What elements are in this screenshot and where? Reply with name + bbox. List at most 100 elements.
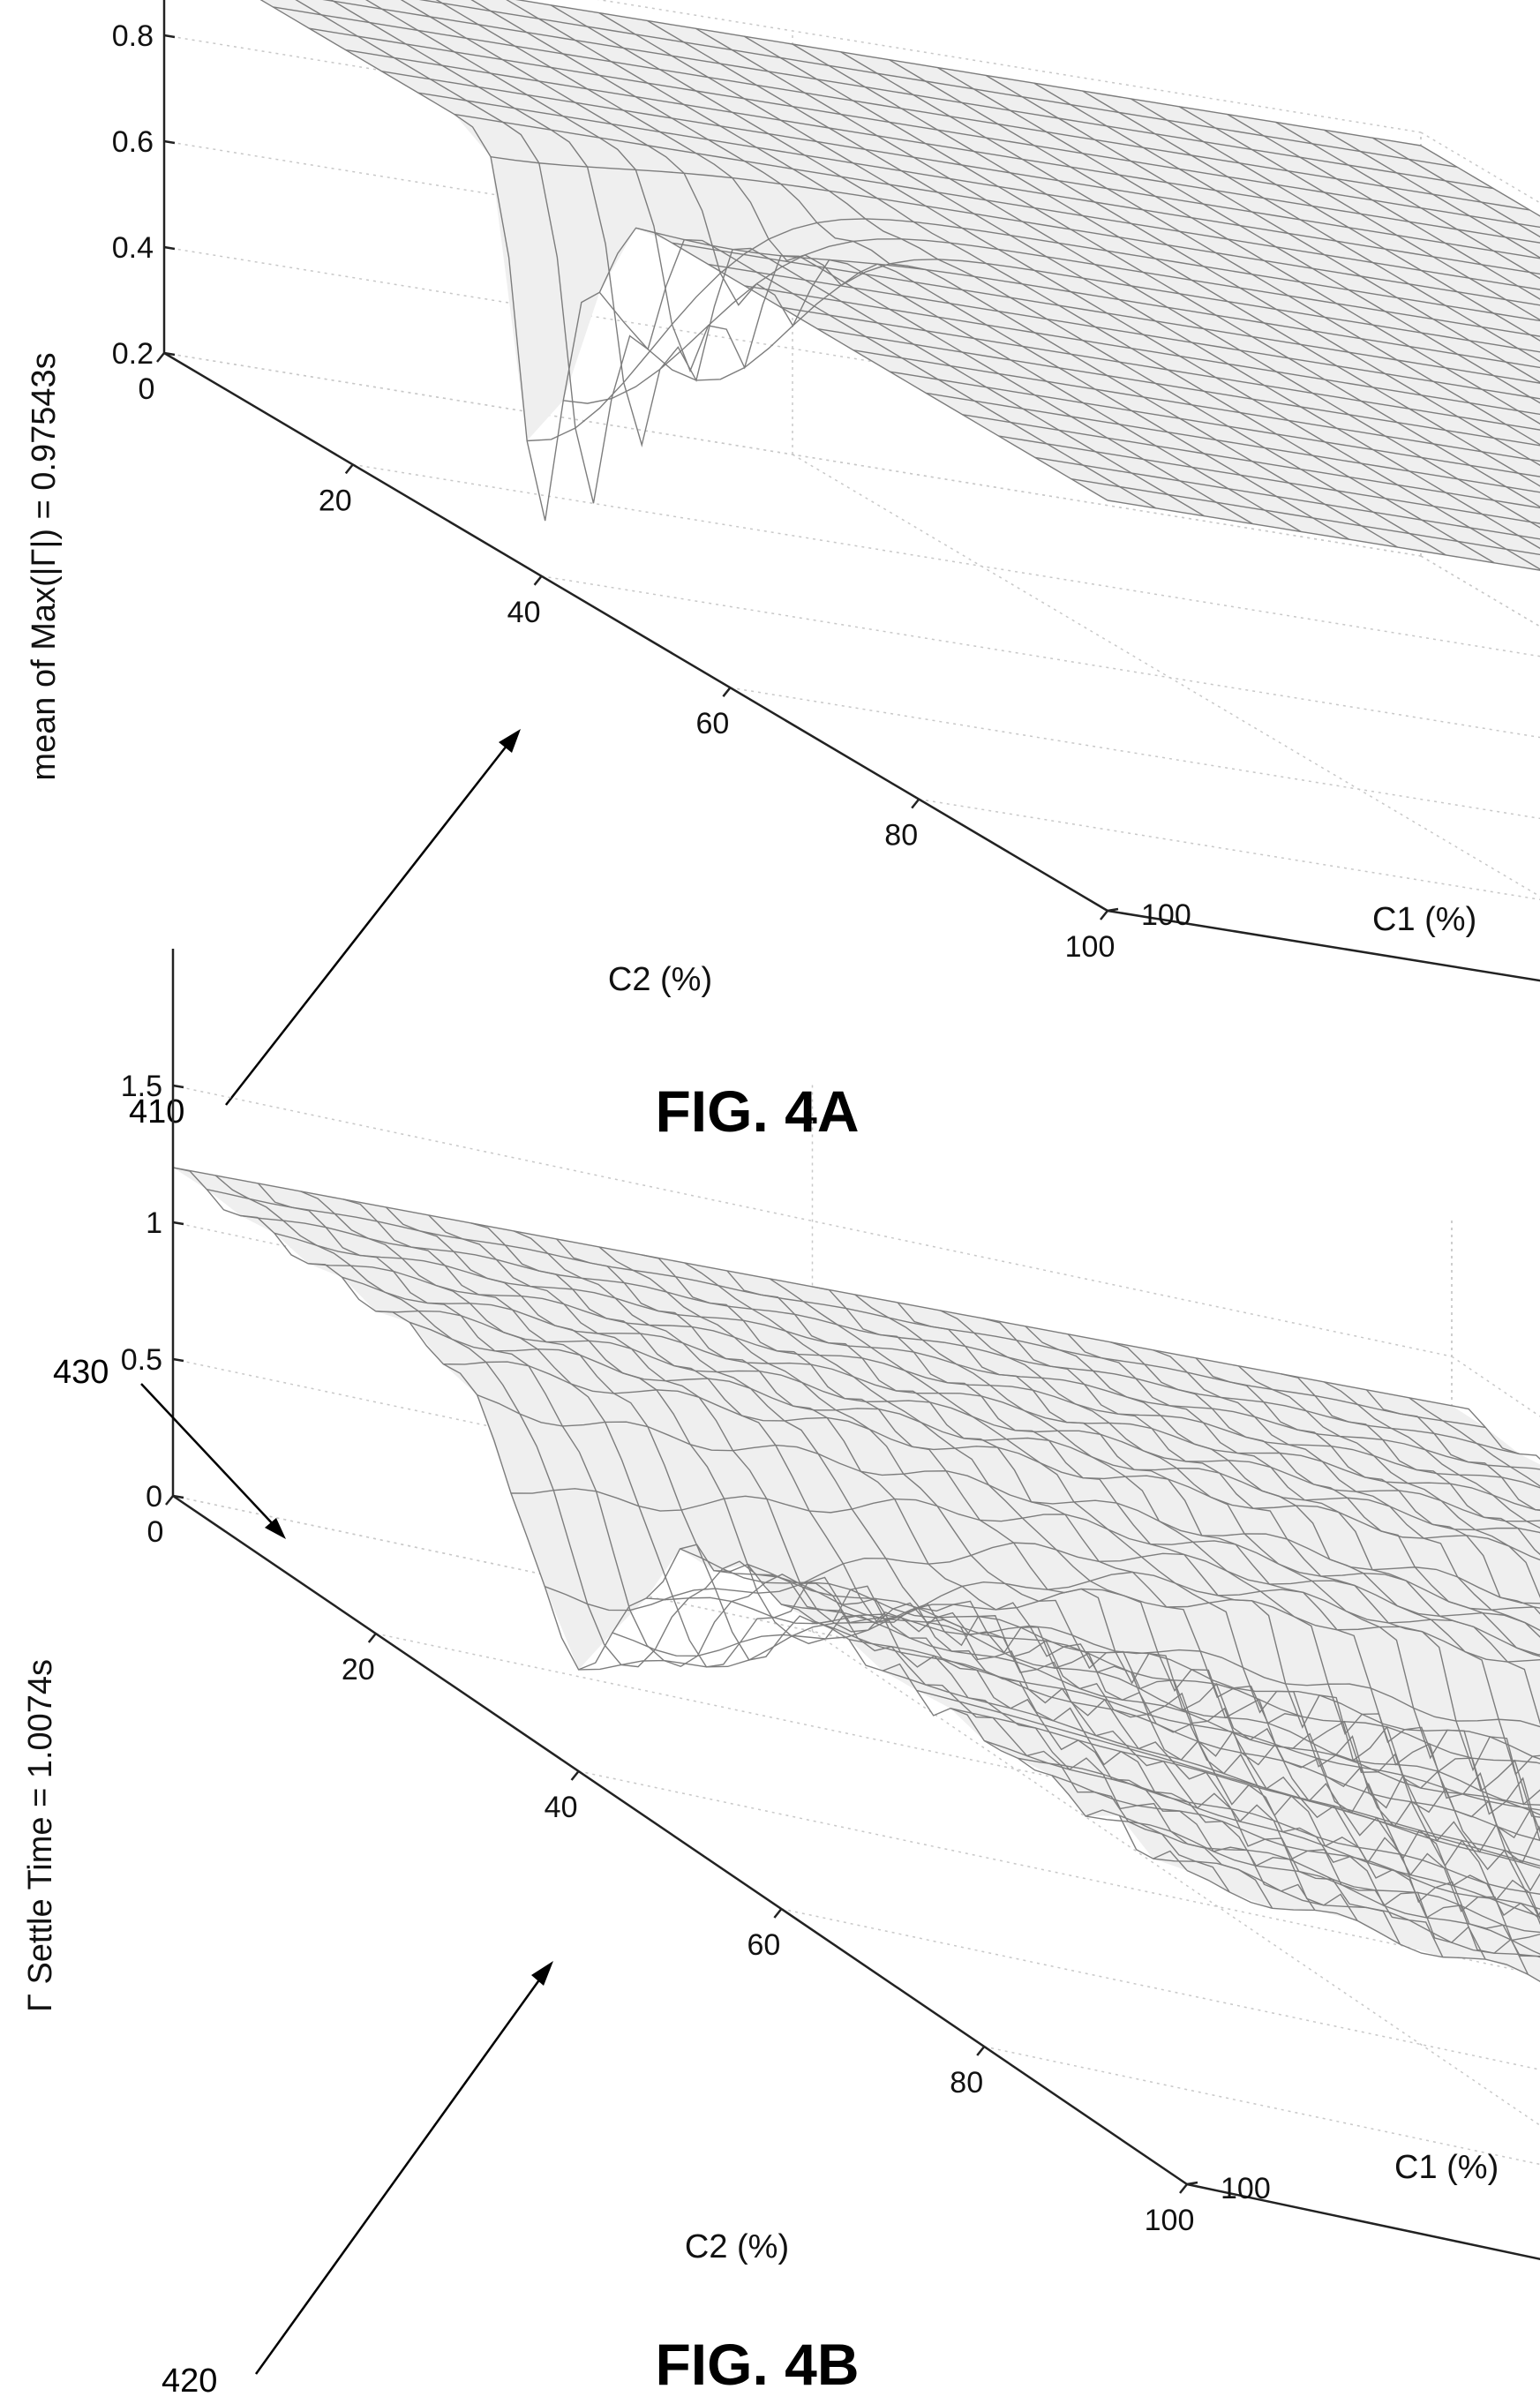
fig4a-z-tick-mark — [163, 351, 176, 357]
fig4a-mesh-line — [418, 0, 1458, 168]
fig4a-grid-z-back — [1420, 555, 1540, 627]
fig4b-z-tick-label: 0.5 — [121, 1343, 162, 1377]
fig4b-x-axis — [172, 1494, 1188, 2186]
fig4a-mesh-line — [490, 155, 1540, 306]
fig4b-arrowhead-plateau — [265, 1518, 286, 1539]
fig4a-mesh-line — [1107, 500, 1540, 571]
fig4a-mesh-line — [635, 227, 1540, 369]
fig4a-mesh-line — [273, 6, 1530, 211]
fig4a-mesh-line — [708, 263, 1540, 400]
fig4b-mesh-line — [983, 1739, 1540, 1918]
fig4b-z-tick-label: 1.5 — [121, 1070, 162, 1103]
fig4b-x-tick-label: 60 — [747, 1928, 780, 1962]
fig4b-mesh-line — [781, 1604, 1540, 1815]
fig4a-x-tick-label: 60 — [695, 707, 729, 740]
fig4a-grid-x-floor — [1107, 910, 1540, 981]
fig4b-x-tick-mark — [1179, 2183, 1188, 2194]
fig4b-grid-z-left — [172, 1085, 1453, 1357]
fig4a-surface-fill — [260, 0, 1540, 571]
fig4b-surface — [172, 1167, 1540, 1983]
fig4b-z-tick-mark — [172, 1357, 184, 1363]
fig4b-y-tick-mark — [1186, 2181, 1198, 2186]
fig4b-mesh-line — [342, 1276, 1540, 1512]
fig4b-z-axis-label: Γ Settle Time = 1.0074s — [22, 1659, 59, 2012]
fig4a-y-tick-mark — [1107, 907, 1119, 913]
fig4a-mesh-line — [1275, 121, 1540, 280]
fig4b-mesh-line — [308, 1263, 1540, 1489]
fig4b-x-tick-label: 100 — [1145, 2204, 1195, 2237]
fig4a-mesh-line — [1034, 456, 1540, 540]
fig4b-mesh-line — [1085, 1815, 1540, 1955]
fig4a-ticks: 0204060801000501000.20.40.60.81 — [112, 19, 1191, 964]
fig4b-mesh-line — [1018, 1757, 1540, 1895]
fig4b-mesh-line — [848, 1639, 1540, 1811]
fig4b-mesh-line — [916, 1689, 1540, 1867]
fig4a-mesh-line — [1070, 478, 1540, 556]
fig4a-x-tick-label: 40 — [507, 596, 541, 629]
fig4a-y-axis — [1107, 909, 1540, 982]
fig4a-mesh-line — [1082, 90, 1540, 363]
fig4b-mesh-line — [747, 1563, 1540, 1764]
fig4b-figure-label: FIG. 4B — [655, 2332, 859, 2397]
fig4a-y-axis-label: C1 (%) — [1372, 901, 1476, 938]
fig4b-mesh-line — [815, 1620, 1540, 1842]
fig4a-x-tick-label: 100 — [1065, 930, 1116, 964]
fig4b-mesh-line — [240, 1214, 1520, 1455]
fig4b-mesh-line — [646, 1596, 1540, 1728]
fig4b-arrowhead-min — [531, 1961, 553, 1986]
fig4a-mesh-line — [515, 0, 1422, 146]
fig4a-axes — [156, 0, 1540, 982]
fig4a-x-tick-label: 20 — [319, 484, 352, 517]
fig4b-z-tick-mark — [172, 1494, 184, 1499]
fig4b-ticks: 02040608010005010000.511.5 — [121, 1070, 1271, 2237]
fig4a-z-tick-label: 0.2 — [112, 337, 154, 371]
fig4b-x-tick-mark — [570, 1770, 580, 1781]
fig4b-x-tick-mark — [976, 2046, 986, 2056]
fig4b-mesh-line — [1051, 1775, 1540, 1910]
fig4b-x-axis-label: C2 (%) — [685, 2228, 789, 2265]
fig4a-mesh-line — [1131, 98, 1540, 342]
fig4a-x-tick-mark — [533, 575, 543, 586]
fig4b-surface-fill — [173, 1168, 1540, 1981]
fig4b-mesh-line — [713, 1569, 1540, 1806]
fig4a-mesh-line — [1178, 106, 1540, 321]
fig4b-mesh-line — [375, 1310, 1540, 1522]
fig4a-x-tick-mark — [722, 687, 732, 697]
fig4a-mesh-line — [345, 49, 1540, 244]
fig4a-z-tick-mark — [163, 139, 176, 145]
fig4a-z-tick-label: 0.6 — [112, 125, 154, 159]
fig4a-mesh-line — [417, 92, 1540, 275]
fig4a-mesh-line — [454, 113, 1540, 290]
fig4a-mesh-line — [816, 327, 1540, 447]
fig4b-mesh-line — [207, 1189, 1486, 1429]
fig4a-grid-x-floor — [730, 687, 1540, 820]
fig4a-mesh-line — [563, 238, 1540, 404]
fig4a-mesh-line — [527, 218, 1540, 442]
fig4b-mesh-line — [1153, 1858, 1540, 1958]
fig4a-x-tick-mark — [1100, 910, 1108, 920]
fig4a-mesh-line — [381, 71, 1540, 259]
fig4b-mesh-line — [883, 1670, 1540, 1869]
fig4a-x-tick-label: 80 — [884, 819, 918, 853]
fig4a-grid-x-floor — [541, 575, 1540, 739]
fig4b-y-axis-label: C1 (%) — [1394, 2149, 1499, 2186]
fig4a-mesh-line — [309, 27, 1540, 229]
fig4a-mesh-line — [1227, 114, 1540, 300]
fig4a-figure-label: FIG. 4A — [655, 1078, 859, 1144]
fig4b-mesh-line — [1186, 1869, 1540, 1983]
fig4b-x-tick-label: 0 — [147, 1515, 164, 1549]
fig4a-z-tick-mark — [163, 34, 176, 39]
fig4b-ref-430: 430 — [53, 1354, 109, 1391]
fig4a-z-tick-label: 0.8 — [112, 19, 154, 53]
fig4b-mesh-line — [680, 1548, 1540, 1760]
fig4a-leader-line — [225, 740, 511, 1106]
fig4b-mesh-line — [950, 1708, 1540, 1861]
fig4a-mesh-line — [598, 259, 1540, 381]
fig4b-z-tick-label: 1 — [146, 1206, 162, 1240]
fig4a-z-axis-label: mean of Max(|Γ|) = 0.97543s — [26, 352, 63, 780]
fig4a-grid-z-left — [597, 0, 1422, 133]
fig4a-z-tick-mark — [163, 245, 176, 251]
fig4b-x-tick-label: 20 — [342, 1653, 375, 1687]
fig4b-mesh-line — [1119, 1814, 1540, 1934]
